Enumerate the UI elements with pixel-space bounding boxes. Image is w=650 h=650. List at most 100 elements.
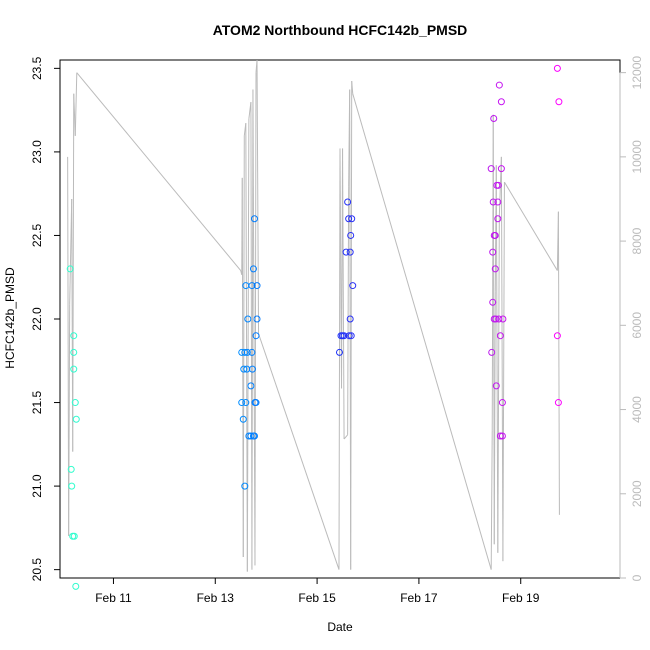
data-point xyxy=(348,215,356,223)
data-point xyxy=(494,215,502,223)
line-segment xyxy=(254,72,257,566)
data-point xyxy=(242,399,250,407)
data-point xyxy=(247,382,255,390)
data-point xyxy=(489,198,497,206)
line-segment xyxy=(72,93,75,452)
data-point xyxy=(248,365,256,373)
data-point xyxy=(488,348,496,356)
data-point xyxy=(489,298,497,306)
data-point xyxy=(241,348,249,356)
line-segment xyxy=(252,89,256,566)
line-segment xyxy=(342,148,345,440)
x-axis: Feb 11 Feb 13 Feb 15 Feb 17 Feb 19 xyxy=(95,577,540,605)
data-point xyxy=(495,315,503,323)
data-point xyxy=(241,482,249,490)
line-segment xyxy=(256,59,260,334)
y2-tick-label: 10000 xyxy=(630,140,644,174)
x-tick-label: Feb 13 xyxy=(197,591,235,605)
data-point xyxy=(487,165,495,173)
line-segment xyxy=(338,148,341,570)
y-tick-label: 21.5 xyxy=(30,391,44,415)
data-point xyxy=(553,332,561,340)
data-point xyxy=(349,282,357,290)
y-tick-label: 22.5 xyxy=(30,223,44,247)
data-point xyxy=(553,64,561,72)
data-point xyxy=(252,332,260,340)
data-point xyxy=(70,348,78,356)
data-point xyxy=(248,282,256,290)
data-point xyxy=(347,332,355,340)
data-point xyxy=(239,415,247,423)
line-segment xyxy=(246,118,250,572)
y-tick-label: 23.5 xyxy=(30,56,44,80)
data-point xyxy=(253,315,261,323)
line-segment xyxy=(351,81,354,94)
line-segment xyxy=(350,81,353,570)
data-point xyxy=(346,315,354,323)
data-point xyxy=(499,315,507,323)
data-point xyxy=(344,198,352,206)
line-segment xyxy=(490,430,493,570)
data-point xyxy=(497,98,505,106)
data-point xyxy=(345,332,353,340)
data-point xyxy=(498,432,506,440)
data-point xyxy=(492,315,500,323)
data-point xyxy=(238,399,246,407)
chart-title: ATOM2 Northbound HCFC142b_PMSD xyxy=(213,22,468,38)
data-point xyxy=(71,399,79,407)
data-point xyxy=(68,482,76,490)
line-segment xyxy=(504,181,558,271)
line-segment xyxy=(242,135,245,557)
x-tick-label: Feb 15 xyxy=(298,591,336,605)
secondary-series-layer xyxy=(67,59,560,572)
line-segment xyxy=(74,72,78,136)
y2-tick-label: 8000 xyxy=(630,227,644,254)
y-axis-label: HCFC142b_PMSD xyxy=(3,267,17,369)
data-point xyxy=(496,432,504,440)
data-point xyxy=(250,432,258,440)
y2-tick-label: 0 xyxy=(630,574,644,581)
data-point xyxy=(70,532,78,540)
line-segment xyxy=(495,165,499,553)
line-segment xyxy=(347,186,350,435)
line-segment xyxy=(258,333,340,570)
data-point xyxy=(335,348,343,356)
y2-axis: 0 2000 4000 6000 8000 10000 12000 xyxy=(619,56,644,581)
y2-tick-label: 6000 xyxy=(630,312,644,339)
data-point xyxy=(490,114,498,122)
y-tick-label: 23.0 xyxy=(30,140,44,164)
data-point xyxy=(345,215,353,223)
data-point xyxy=(497,165,505,173)
line-segment xyxy=(500,156,504,562)
data-point xyxy=(347,231,355,239)
data-point xyxy=(248,348,256,356)
data-point xyxy=(253,282,261,290)
line-segment xyxy=(245,123,248,572)
data-point xyxy=(496,332,504,340)
line-segment xyxy=(352,93,492,570)
data-point xyxy=(244,315,252,323)
data-point xyxy=(491,231,499,239)
x-axis-label: Date xyxy=(327,620,353,634)
data-point xyxy=(72,415,80,423)
line-segment xyxy=(76,72,242,271)
data-point xyxy=(555,98,563,106)
data-point xyxy=(492,382,500,390)
y2-tick-label: 2000 xyxy=(630,480,644,507)
data-point xyxy=(72,582,80,590)
data-point xyxy=(346,248,354,256)
data-point xyxy=(247,432,255,440)
data-point xyxy=(342,248,350,256)
data-point xyxy=(66,265,74,273)
x-tick-label: Feb 11 xyxy=(95,591,132,605)
x-tick-label: Feb 17 xyxy=(400,591,438,605)
line-segment xyxy=(251,89,254,570)
y-axis: 20.5 21.0 21.5 22.0 22.5 23.0 23.5 xyxy=(30,56,61,581)
line-segment xyxy=(502,182,505,562)
data-point xyxy=(243,348,251,356)
y-tick-label: 21.0 xyxy=(30,474,44,498)
data-point xyxy=(340,332,348,340)
data-point xyxy=(249,265,257,273)
data-point xyxy=(250,215,258,223)
